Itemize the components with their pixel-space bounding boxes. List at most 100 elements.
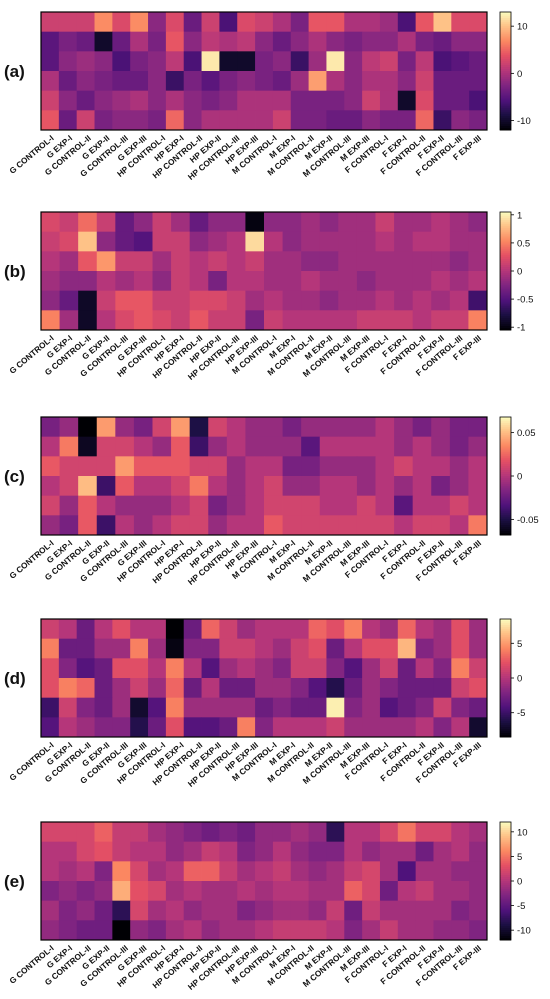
heatmap-cell <box>412 456 432 477</box>
heatmap-cell <box>326 12 345 33</box>
heatmap-cell <box>152 290 172 311</box>
heatmap-cell <box>41 515 60 536</box>
colorbar-segment <box>500 460 511 463</box>
colorbar-segment <box>500 531 511 534</box>
heatmap-cell <box>78 271 98 292</box>
colorbar-segment <box>500 825 511 829</box>
heatmap-cell <box>226 515 246 536</box>
heatmap-cell <box>397 31 417 52</box>
heatmap-cell <box>338 271 358 292</box>
heatmap-cell <box>344 658 363 679</box>
heatmap-cell <box>171 476 191 497</box>
colorbar-segment <box>500 926 511 929</box>
heatmap-cell <box>308 717 327 738</box>
heatmap-cell <box>133 271 153 292</box>
heatmap-cell <box>290 619 309 640</box>
heatmap-cell <box>449 251 469 272</box>
heatmap-cell <box>112 90 131 111</box>
heatmap-cell <box>41 436 60 457</box>
heatmap-cell <box>272 71 292 92</box>
colorbar-segment <box>500 650 511 653</box>
colorbar-segment <box>500 523 511 526</box>
heatmap-cell <box>433 920 452 941</box>
heatmap-cell <box>356 310 376 331</box>
heatmap-cell <box>431 417 451 438</box>
heatmap-cell <box>255 619 274 640</box>
colorbar-segment <box>500 707 511 710</box>
heatmap-cell <box>115 310 135 331</box>
heatmap-cell <box>379 71 399 92</box>
colorbar-segment <box>500 914 511 917</box>
heatmap-cell <box>59 417 79 438</box>
heatmap-cell <box>362 841 381 862</box>
heatmap-cell <box>338 456 358 477</box>
heatmap-cell <box>451 822 470 843</box>
heatmap-cell <box>379 90 399 111</box>
colorbar-segment <box>500 652 511 655</box>
heatmap-cell <box>290 717 309 738</box>
heatmap-cell <box>245 290 265 311</box>
heatmap-cell <box>397 881 417 902</box>
heatmap-cell <box>58 841 78 862</box>
heatmap-cell <box>469 638 488 659</box>
heatmap-cell <box>394 290 414 311</box>
heatmap-cell <box>362 678 381 699</box>
heatmap-cell <box>78 436 98 457</box>
heatmap-cell <box>301 290 321 311</box>
heatmap-cell <box>219 638 238 659</box>
heatmap-cell <box>112 71 131 92</box>
colorbar-segment <box>500 513 511 516</box>
colorbar-segment <box>500 217 511 221</box>
heatmap-cell <box>201 90 220 111</box>
colorbar-tick-label: 10 <box>517 827 528 838</box>
heatmap-cell <box>226 436 246 457</box>
colorbar-segment <box>500 881 511 884</box>
heatmap-cell <box>415 71 434 92</box>
colorbar-tick-label: -1 <box>517 323 525 334</box>
heatmap-cell <box>394 271 414 292</box>
heatmap-cell <box>237 881 256 902</box>
heatmap-cell <box>264 436 283 457</box>
heatmap-cell <box>449 495 469 516</box>
colorbar-segment <box>500 735 511 738</box>
heatmap-cell <box>449 515 469 536</box>
heatmap-cell <box>208 212 228 233</box>
colorbar-segment <box>500 106 511 109</box>
heatmap-cell <box>78 251 98 272</box>
heatmap-cell <box>112 110 131 131</box>
heatmap-cell <box>326 697 345 718</box>
colorbar-segment <box>500 304 511 307</box>
heatmap-cell <box>282 271 302 292</box>
heatmap-cell <box>208 476 228 497</box>
heatmap-cell <box>319 436 339 457</box>
colorbar-segment <box>500 685 511 689</box>
heatmap-cell <box>130 51 149 72</box>
heatmap-cell <box>344 697 363 718</box>
colorbar-segment <box>500 233 511 237</box>
heatmap-cell <box>379 12 399 33</box>
heatmap-cell <box>415 841 434 862</box>
heatmap-cell <box>96 436 116 457</box>
heatmap-cell <box>356 436 376 457</box>
heatmap-cell <box>344 717 363 738</box>
heatmap-cell <box>451 31 470 52</box>
heatmap-cell <box>148 110 167 131</box>
heatmap-cell <box>282 310 302 331</box>
heatmap-cell <box>59 251 79 272</box>
colorbar-segment <box>500 910 511 913</box>
heatmap-cell <box>290 12 309 33</box>
heatmap-cell <box>255 822 274 843</box>
heatmap-cell <box>326 900 345 921</box>
heatmap-cell <box>415 31 434 52</box>
heatmap-cell <box>362 881 381 902</box>
heatmap-cell <box>94 51 113 72</box>
colorbar-segment <box>500 19 511 23</box>
colorbar-segment <box>500 873 511 876</box>
heatmap-cell <box>338 290 358 311</box>
heatmap-cell <box>272 31 292 52</box>
colorbar-segment <box>500 104 511 107</box>
heatmap-cell <box>356 515 376 536</box>
colorbar-segment <box>500 908 511 911</box>
colorbar-segment <box>500 90 511 94</box>
colorbar-segment <box>500 29 511 33</box>
